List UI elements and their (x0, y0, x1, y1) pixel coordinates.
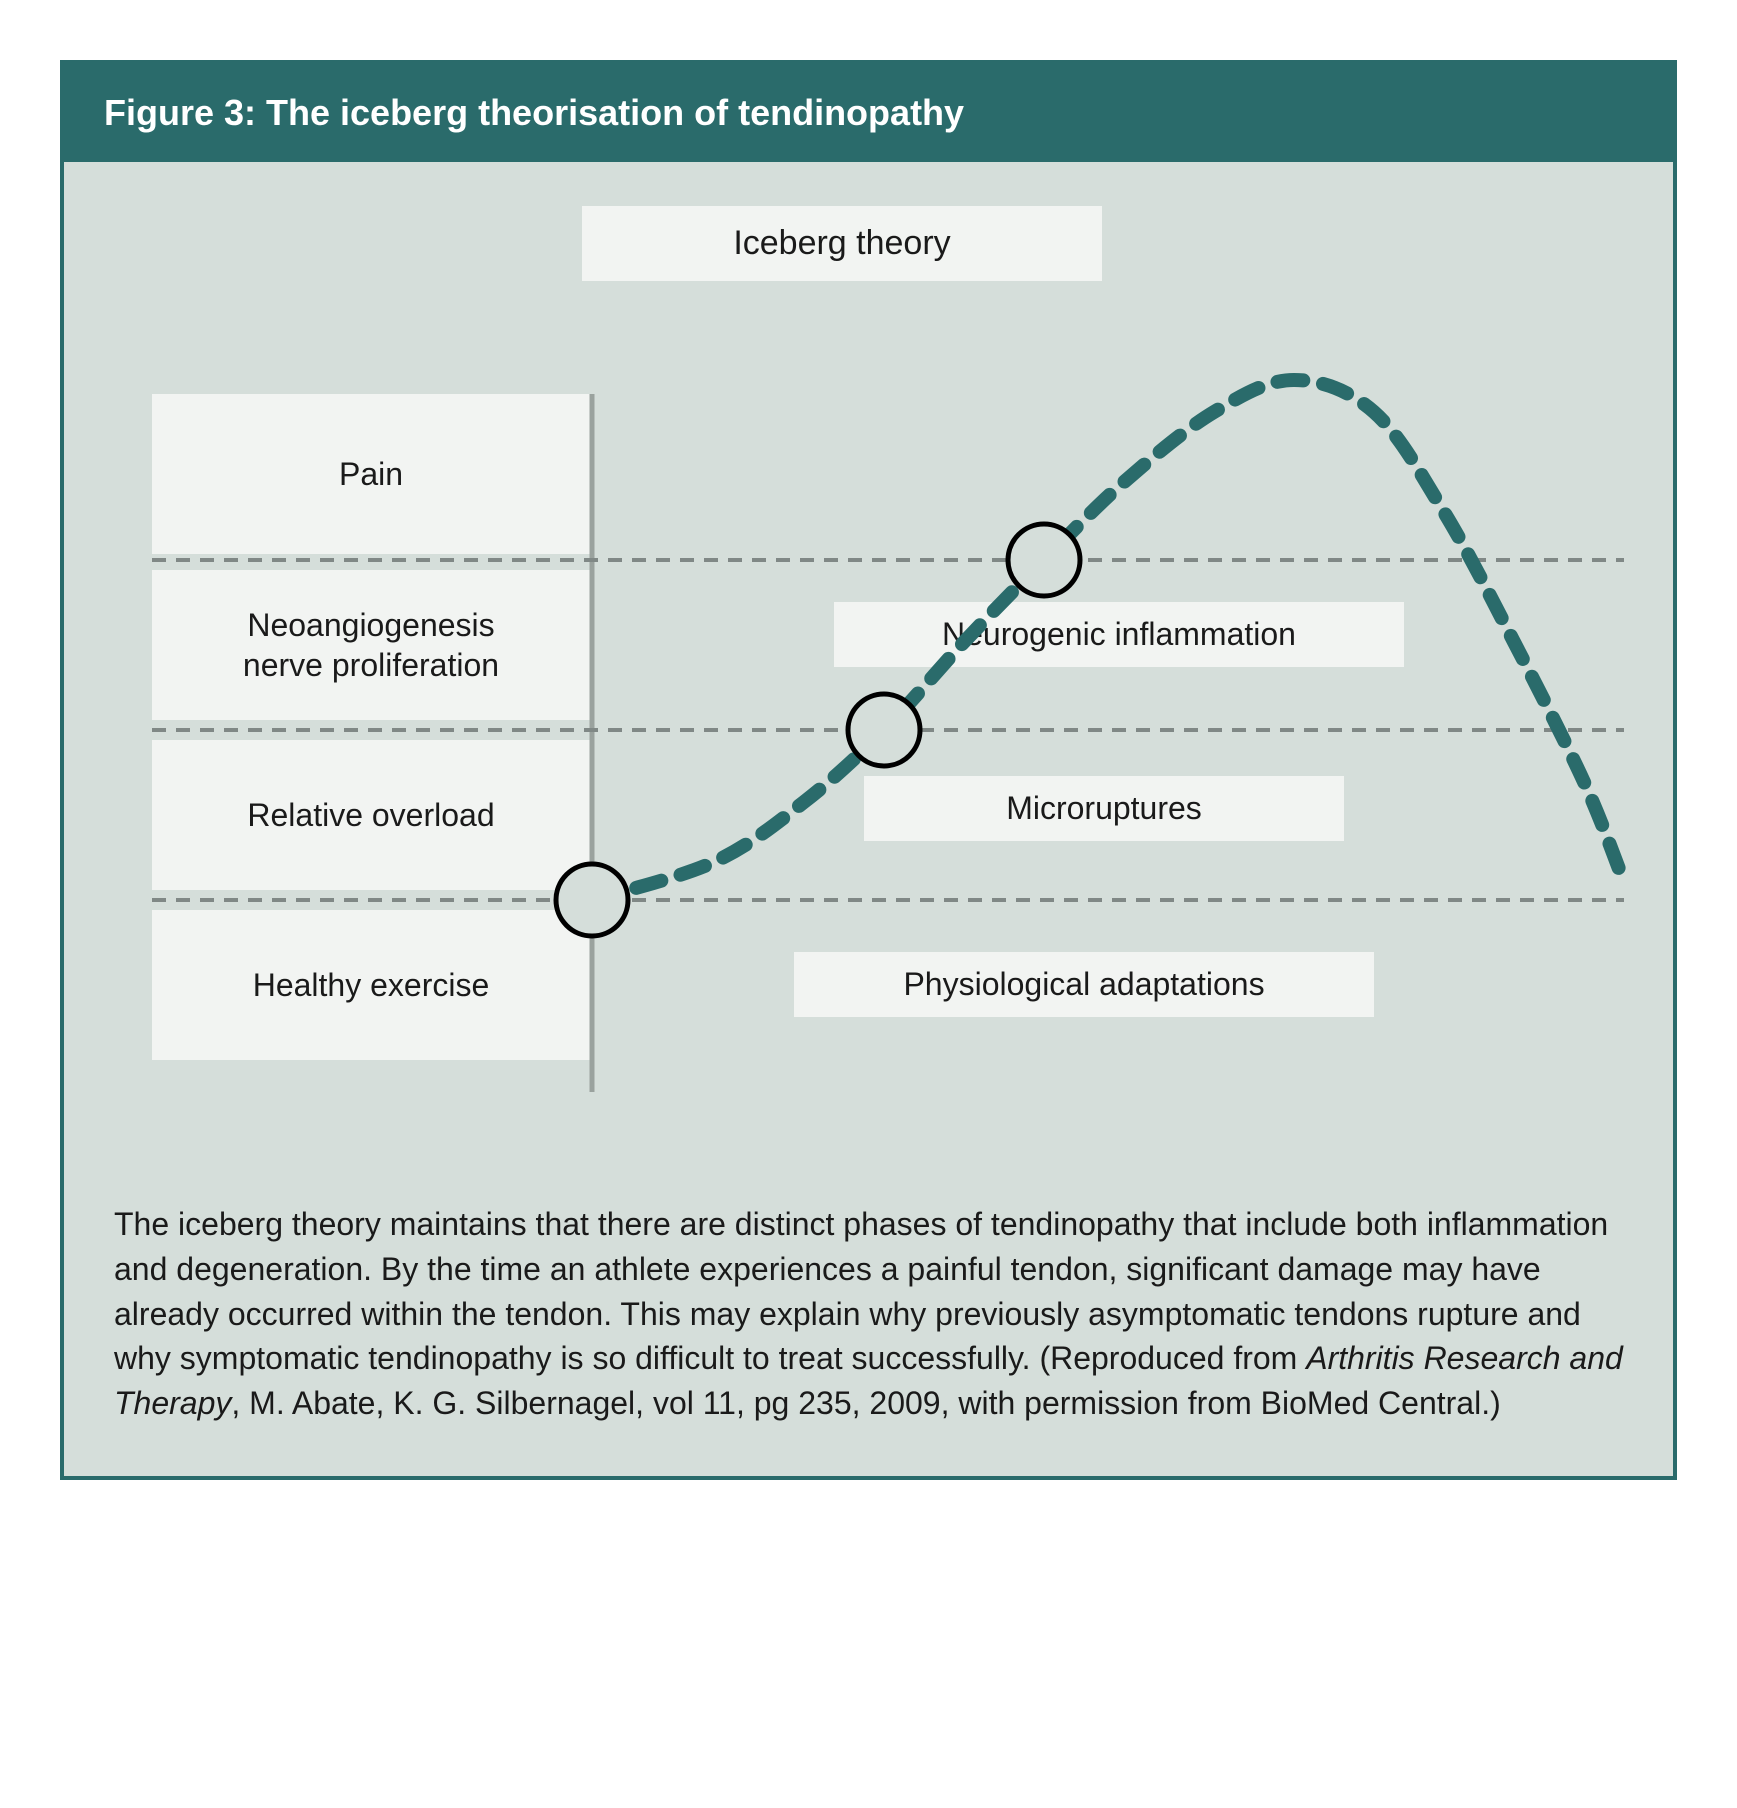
iceberg-title-box: Iceberg theory (582, 206, 1102, 281)
figure-caption: The iceberg theory maintains that there … (64, 1182, 1673, 1476)
right-label-0: Neurogenic inflammation (834, 602, 1404, 667)
diagram-area: Iceberg theory Pain Neoangiogenesis nerve … (64, 162, 1673, 1182)
left-label-2: Relative overload (152, 740, 590, 890)
left-label-3: Healthy exercise (152, 910, 590, 1060)
caption-part: , M. Abate, K. G. Silbernagel, vol 11, p… (231, 1385, 1500, 1421)
right-label-2: Physiological adaptations (794, 952, 1374, 1017)
threshold-circle-1 (848, 694, 920, 766)
threshold-circle-2 (1008, 524, 1080, 596)
figure-title: Figure 3: The iceberg theorisation of te… (104, 92, 964, 133)
left-label-1: Neoangiogenesis nerve proliferation (152, 570, 590, 720)
left-label-0: Pain (152, 394, 590, 554)
figure-body: Iceberg theory Pain Neoangiogenesis nerve … (64, 162, 1673, 1476)
figure-container: Figure 3: The iceberg theorisation of te… (60, 60, 1677, 1480)
right-label-1: Microruptures (864, 776, 1344, 841)
figure-header: Figure 3: The iceberg theorisation of te… (64, 64, 1673, 162)
